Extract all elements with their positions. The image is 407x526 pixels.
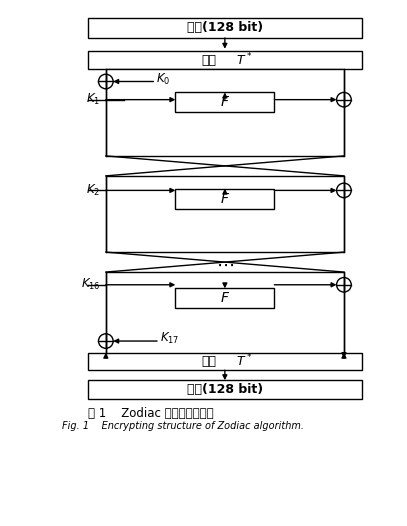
FancyBboxPatch shape: [106, 69, 344, 156]
Text: $\cdots$: $\cdots$: [216, 256, 234, 274]
Text: $K_{16}$: $K_{16}$: [81, 277, 100, 292]
FancyBboxPatch shape: [88, 380, 362, 399]
Text: $K_0$: $K_0$: [156, 72, 171, 87]
Text: F: F: [221, 95, 229, 109]
FancyBboxPatch shape: [88, 352, 362, 370]
FancyBboxPatch shape: [88, 52, 362, 69]
FancyBboxPatch shape: [106, 176, 344, 252]
FancyBboxPatch shape: [175, 189, 274, 208]
Text: 图 1    Zodiac 算法的加密结构: 图 1 Zodiac 算法的加密结构: [88, 407, 213, 420]
Text: $K_{17}$: $K_{17}$: [160, 331, 179, 347]
Text: $K_1$: $K_1$: [86, 92, 100, 107]
Text: 置换: 置换: [201, 355, 216, 368]
Text: 明文(128 bit): 明文(128 bit): [187, 22, 263, 34]
Text: 置换: 置换: [201, 54, 216, 67]
Text: $K_2$: $K_2$: [86, 183, 100, 198]
Text: F: F: [221, 191, 229, 206]
Text: $T^*$: $T^*$: [236, 52, 252, 68]
FancyBboxPatch shape: [175, 288, 274, 308]
FancyBboxPatch shape: [175, 93, 274, 113]
Text: $T^*$: $T^*$: [236, 353, 252, 370]
FancyBboxPatch shape: [106, 272, 344, 357]
Text: F: F: [221, 291, 229, 306]
Text: 密文(128 bit): 密文(128 bit): [187, 383, 263, 396]
FancyBboxPatch shape: [88, 18, 362, 38]
Text: Fig. 1    Encrypting structure of Zodiac algorithm.: Fig. 1 Encrypting structure of Zodiac al…: [62, 421, 304, 431]
